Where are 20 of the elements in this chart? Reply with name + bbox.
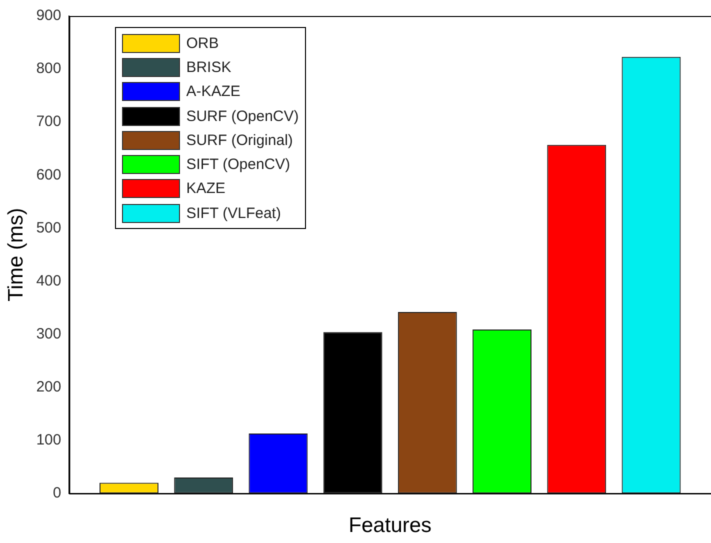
y-tick-label: 0 — [52, 484, 62, 502]
x-axis-title: Features — [348, 514, 432, 538]
y-tick-label: 800 — [36, 60, 62, 78]
y-tick-label: 200 — [36, 378, 62, 396]
y-tick-label: 300 — [36, 325, 62, 342]
legend-label: SIFT (VLFeat) — [186, 204, 281, 222]
legend-label: SIFT (OpenCV) — [186, 156, 290, 174]
y-tick-label: 400 — [36, 272, 62, 290]
legend-label: SURF (OpenCV) — [186, 108, 299, 125]
y-axis-title: Time (ms) — [4, 208, 28, 302]
y-tick-label: 700 — [36, 113, 62, 130]
y-tick-label: 600 — [36, 166, 62, 184]
legend-label: SURF (Original) — [186, 132, 293, 149]
y-tick-label: 100 — [36, 431, 62, 448]
y-tick-label: 500 — [36, 219, 62, 236]
y-tick-label: 900 — [36, 7, 62, 24]
legend-label: KAZE — [186, 180, 226, 198]
legend-label: ORB — [186, 34, 219, 52]
legend-label: A-KAZE — [186, 83, 240, 100]
legend-label: BRISK — [186, 58, 232, 76]
